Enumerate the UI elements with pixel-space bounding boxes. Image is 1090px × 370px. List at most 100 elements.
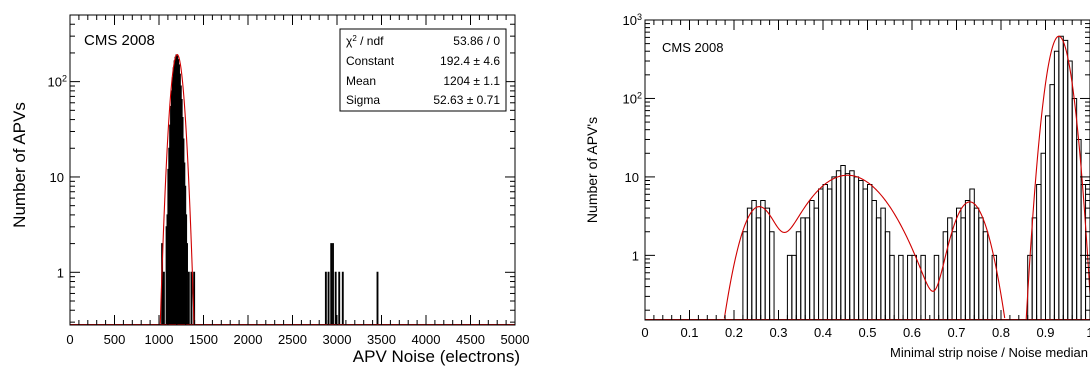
- p1-x-tick-label: 4500: [456, 332, 485, 347]
- p1-y-axis-label: Number of APVs: [10, 102, 29, 228]
- p1-histogram-bin: [338, 271, 341, 325]
- p2-histogram-bin: [769, 231, 775, 320]
- p1-x-tick-label: 3500: [367, 332, 396, 347]
- p2-histogram-bin: [1040, 152, 1046, 320]
- p1-x-tick-label: 4000: [412, 332, 441, 347]
- p1-y-tick-label: 1: [57, 265, 64, 280]
- p1-histogram-bin: [332, 243, 334, 325]
- p2-x-tick-label: 0.8: [992, 325, 1010, 340]
- p2-histogram-bin: [911, 254, 917, 320]
- p2-histogram-bin: [982, 231, 989, 320]
- p2-histogram-bin: [875, 217, 882, 320]
- p2-histogram-bin: [835, 170, 842, 320]
- p1-stats-box: χ2 / ndf 53.86 / 0 Constant 192.4 ± 4.6 …: [339, 28, 507, 112]
- p2-histogram-bin: [831, 176, 837, 320]
- p2-histogram-bin: [786, 254, 793, 320]
- p2-histogram-bin: [942, 231, 949, 320]
- p2-x-tick-label: 0.6: [903, 325, 921, 340]
- p2-histogram-bin: [1045, 115, 1051, 320]
- p2-histogram-bin: [862, 188, 868, 320]
- panel-2-min-strip-noise: 0 0.1 0.2 0.3 0.4 0.5 0.6 0.7 0.8 0.9 1 1 10 102 103 C…: [584, 12, 1090, 360]
- p2-histogram-bin: [822, 184, 828, 320]
- p2-histogram-bin: [849, 170, 855, 320]
- p2-histogram-bin: [973, 207, 980, 320]
- p2-histogram-bin: [1067, 60, 1073, 320]
- p1-histogram-bin: [334, 271, 337, 325]
- p1-histogram-bin: [190, 271, 193, 325]
- p2-histogram-bin: [978, 217, 984, 320]
- p2-histogram-bin: [907, 254, 913, 320]
- p2-histogram-bin: [795, 231, 802, 320]
- p2-histogram-bin: [871, 200, 877, 320]
- p2-y-tick-label: 10: [625, 170, 639, 185]
- p2-fit-curve: [723, 174, 1006, 319]
- p1-histogram-bin: [187, 271, 190, 325]
- p1-x-axis-label: APV Noise (electrons): [353, 347, 520, 366]
- p2-y-tick-label: 102: [623, 90, 642, 106]
- p2-histogram-bin: [800, 217, 806, 320]
- p2-histogram-bin: [751, 200, 757, 320]
- p1-stats-label-3: Sigma: [346, 93, 380, 107]
- p1-fit-curve: [159, 53, 195, 325]
- p1-x-tick-label: 2000: [234, 332, 263, 347]
- p1-x-tick-label: 0: [66, 332, 73, 347]
- p2-y-tick-label: 103: [623, 12, 642, 28]
- p1-histogram-bin: [186, 243, 188, 325]
- p1-x-tick-label: 1500: [189, 332, 218, 347]
- p1-y-tick-label: 102: [48, 74, 67, 90]
- p2-histogram-bin: [1071, 97, 1078, 320]
- p2-x-tick-label: 1: [1086, 325, 1090, 340]
- p2-histogram-bin: [880, 207, 886, 320]
- p1-y-tick-label: 10: [50, 170, 64, 185]
- p2-histogram-bin: [791, 254, 797, 320]
- p2-histogram-bin: [991, 254, 998, 320]
- p2-histogram-bin: [1076, 138, 1082, 320]
- p2-fit-curve: [1025, 35, 1090, 319]
- p2-y-axis-label: Number of APV's: [584, 117, 600, 223]
- p2-histogram-bin: [826, 188, 833, 320]
- panel-1-apv-noise: 0 500 1000 1500 2000 2500 3000 3500 4000 4500 5000…: [10, 14, 530, 366]
- p1-stats-label-0: χ2 / ndf: [346, 34, 384, 49]
- p2-experiment-label: CMS 2008: [662, 40, 723, 55]
- p2-x-tick-label: 0.1: [680, 325, 698, 340]
- p2-x-tick-label: 0.7: [947, 325, 965, 340]
- p1-stats-label-2: Mean: [346, 74, 376, 88]
- p1-x-tick-label: 2500: [278, 332, 307, 347]
- p2-histogram-bin: [969, 188, 975, 320]
- p1-histogram-bin: [376, 271, 379, 325]
- p2-histogram-bin: [813, 207, 820, 320]
- p2-histogram-bin: [1053, 50, 1060, 320]
- p1-x-tick-label: 3000: [323, 332, 352, 347]
- p1-stats-value-0: 53.86 / 0: [453, 34, 500, 48]
- p1-experiment-label: CMS 2008: [84, 32, 155, 49]
- p1-histogram-bin: [162, 271, 165, 325]
- p2-histogram-bin: [889, 254, 895, 320]
- p2-histogram-bin: [933, 254, 940, 320]
- p1-histogram-bin: [327, 271, 330, 325]
- p2-x-tick-label: 0.3: [769, 325, 787, 340]
- p2-x-axis-label: Minimal strip noise / Noise median: [890, 345, 1088, 360]
- p2-histogram-bin: [853, 176, 860, 320]
- p2-axes: 0 0.1 0.2 0.3 0.4 0.5 0.6 0.7 0.8 0.9 1 1 10 102 103: [623, 12, 1090, 340]
- p2-histogram-bin: [804, 217, 811, 320]
- p2-histogram-bin: [867, 184, 873, 320]
- p2-y-tick-label: 1: [632, 248, 639, 263]
- p2-histogram-bin: [951, 231, 957, 320]
- p2-histogram-bin: [920, 254, 926, 320]
- p2-histogram-bin: [755, 217, 762, 320]
- p1-x-tick-label: 1000: [145, 332, 174, 347]
- p2-histogram-bin: [956, 207, 962, 320]
- p2-histogram-bin: [1058, 35, 1064, 320]
- p2-histogram-bin: [746, 207, 753, 320]
- p2-histogram-bin: [809, 200, 815, 320]
- p1-stats-value-3: 52.63 ± 0.71: [433, 93, 500, 107]
- p1-x-tick-label: 5000: [501, 332, 530, 347]
- p2-histogram-bin: [844, 173, 851, 320]
- p1-stats-value-1: 192.4 ± 4.6: [440, 54, 500, 68]
- p2-histogram-bin: [818, 188, 824, 320]
- p1-histogram-bin: [330, 243, 333, 325]
- p2-histogram-bin: [764, 207, 771, 320]
- p2-histogram-bin: [760, 200, 766, 320]
- p1-stats-label-1: Constant: [346, 54, 395, 68]
